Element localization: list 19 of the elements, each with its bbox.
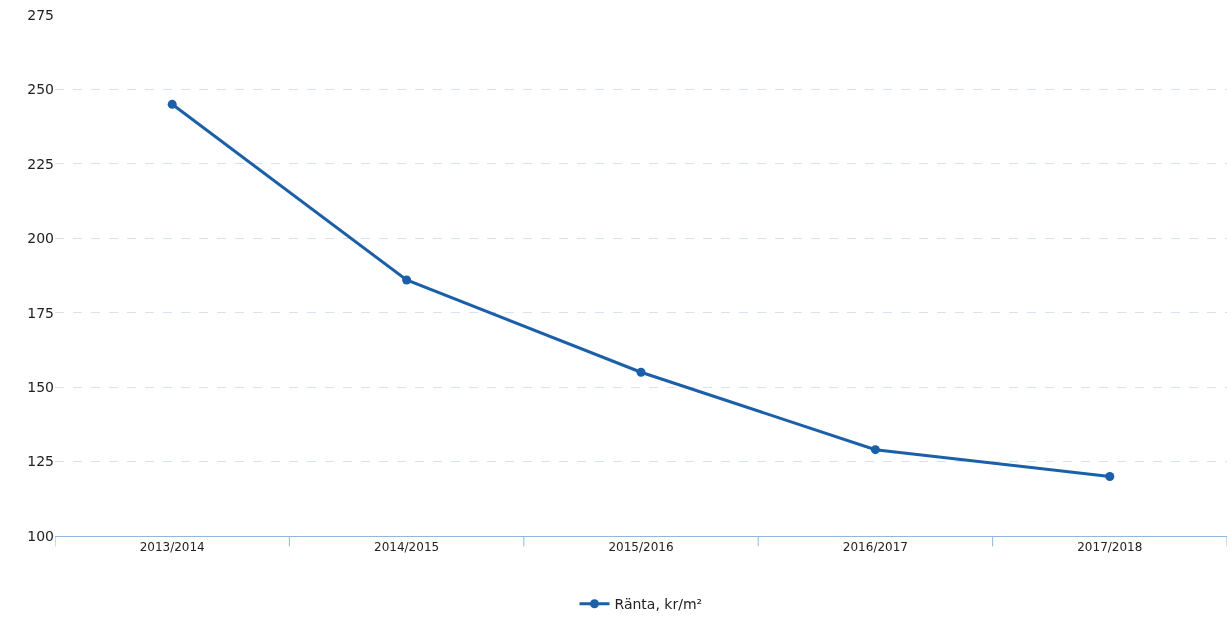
point [402,275,412,285]
x-tick-label: 2016/2017 [842,540,908,555]
y-tick-label: 200 [27,230,54,247]
x-tick-label: 2015/2016 [608,540,674,555]
point [1105,471,1115,481]
point [167,99,177,109]
y-tick-label: 250 [27,81,54,98]
x-tick-label: 2013/2014 [139,540,205,555]
point [636,367,646,377]
y-tick-label: 225 [27,155,54,172]
y-tick-label: 150 [27,379,54,396]
y-tick-label: 100 [27,527,54,544]
x-tick-label: 2017/2018 [1077,540,1143,555]
legend-label: Ränta, kr/m² [614,596,703,613]
y-tick-label: 275 [27,6,54,23]
y-tick-label: 125 [27,453,54,470]
x-tick-label: 2014/2015 [374,540,440,555]
y-tick-label: 175 [27,304,54,321]
point [870,445,880,455]
